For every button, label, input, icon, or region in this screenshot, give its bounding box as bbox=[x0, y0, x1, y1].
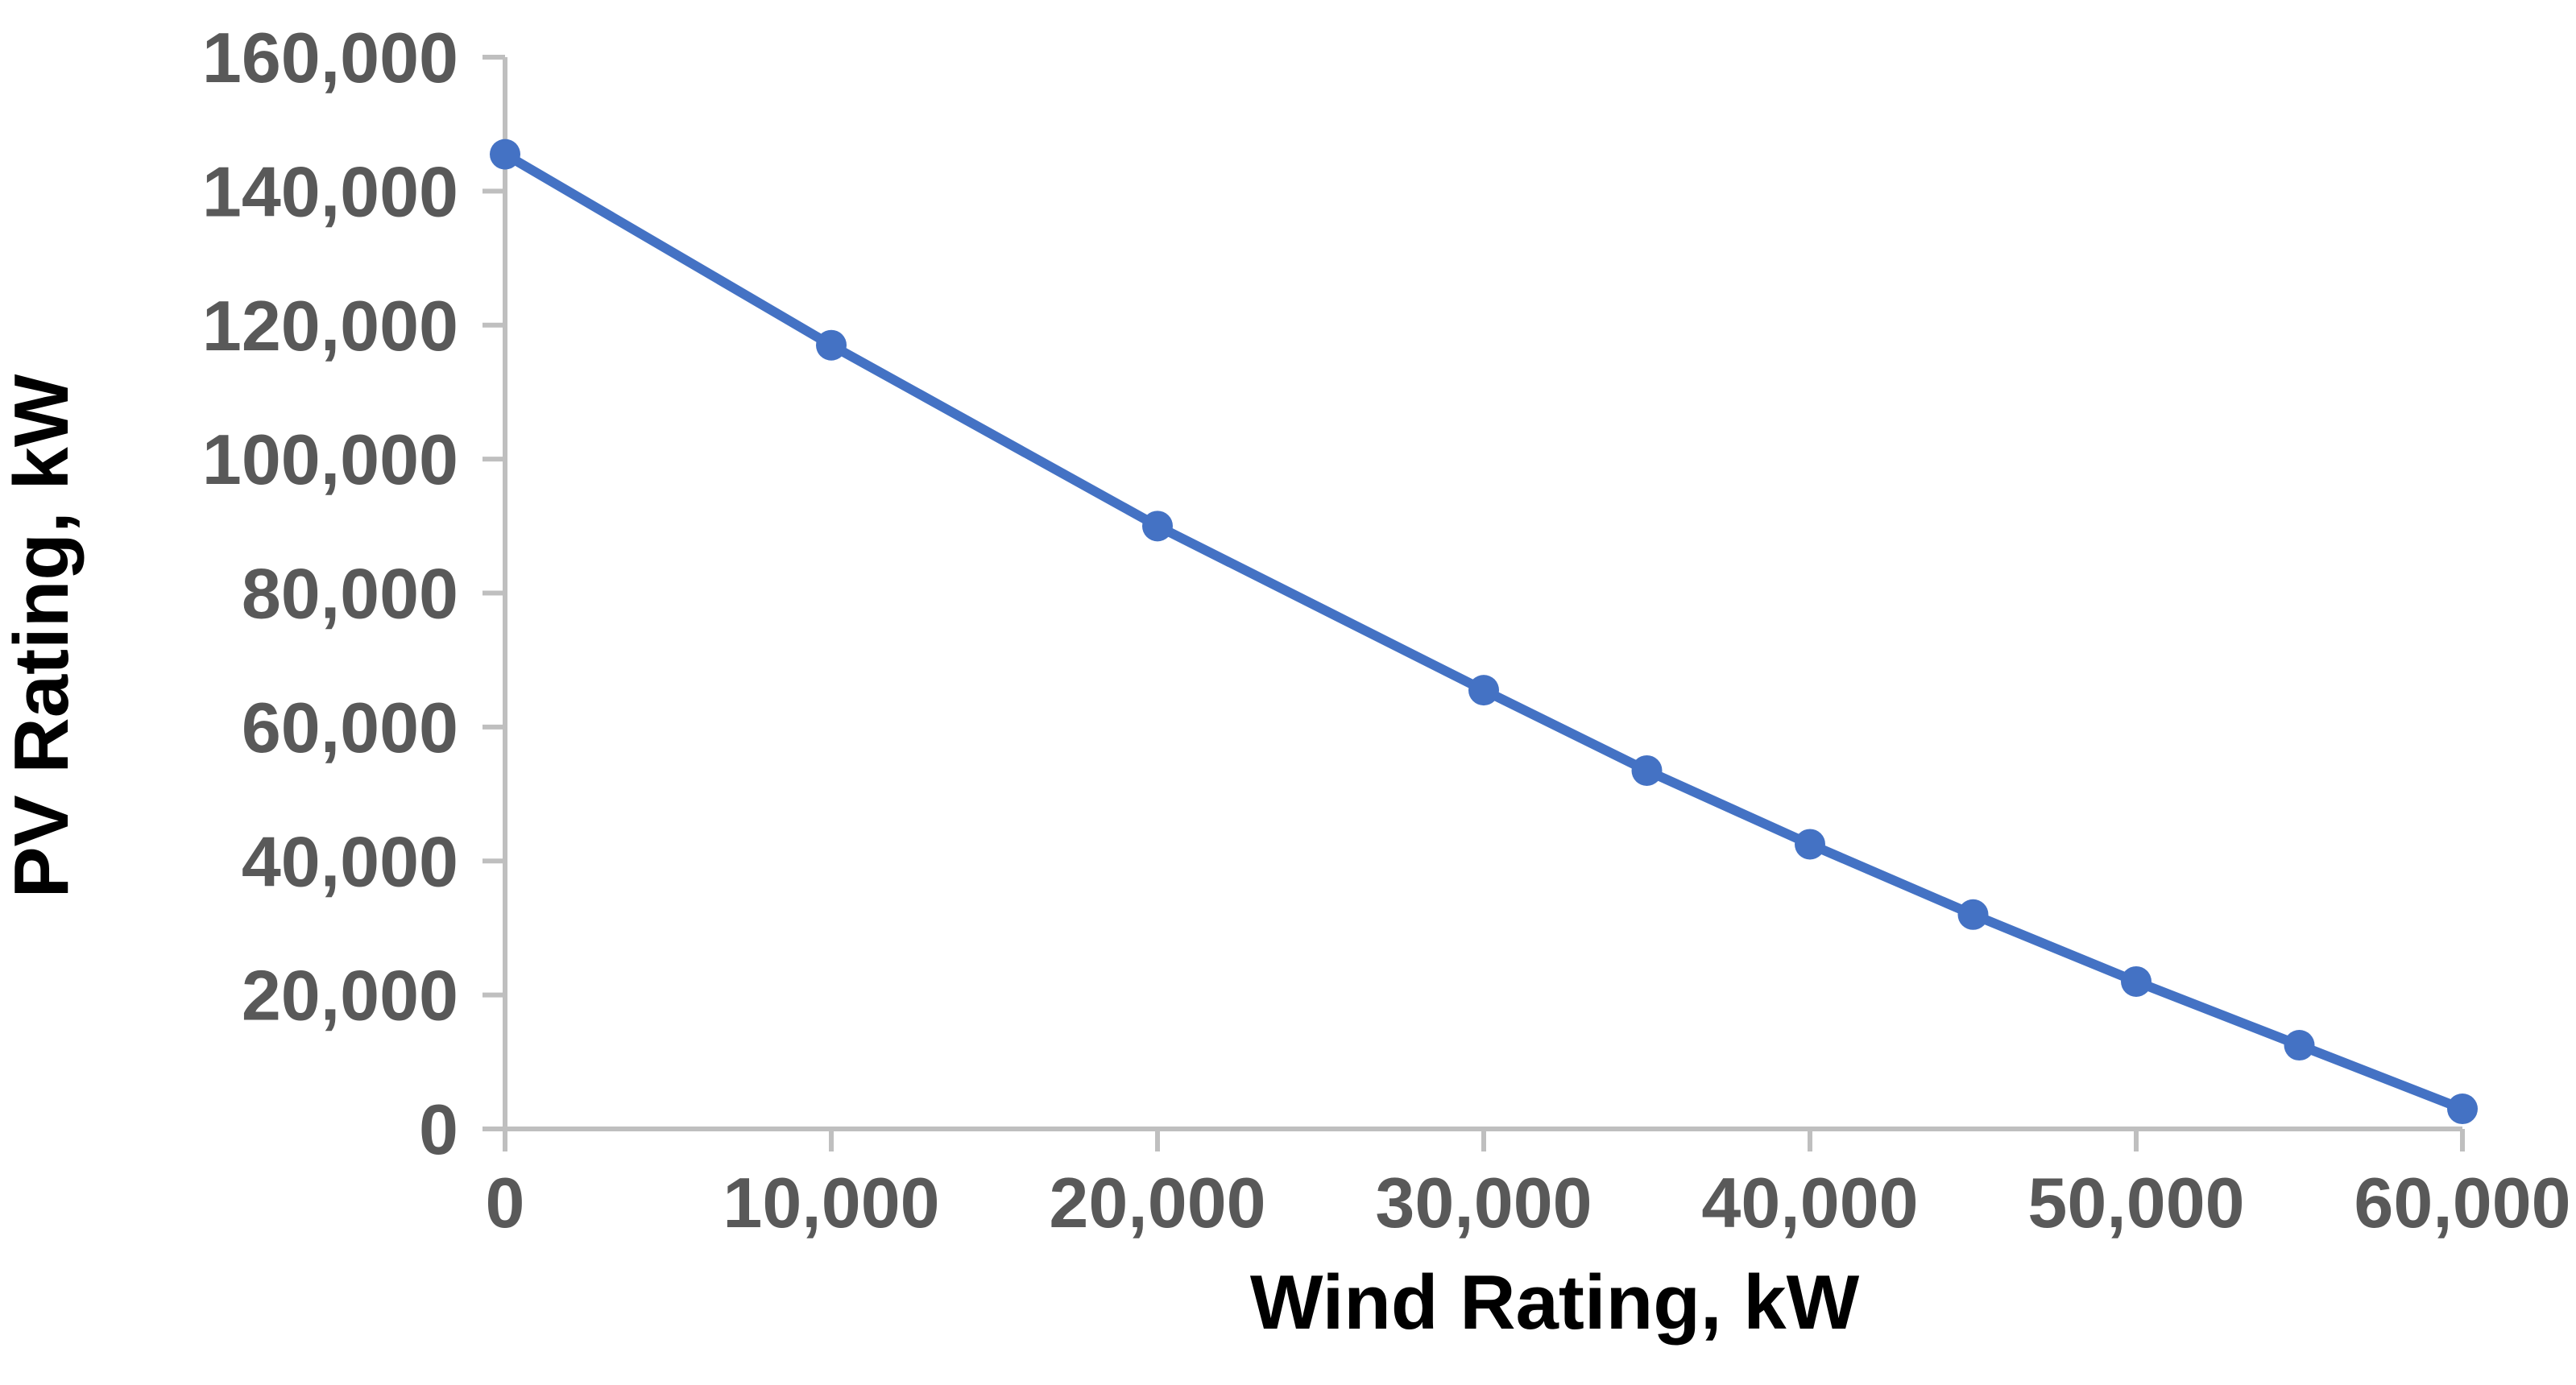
y-tick-label: 120,000 bbox=[202, 286, 458, 366]
x-tick-label: 0 bbox=[486, 1163, 525, 1242]
data-point-marker bbox=[490, 138, 520, 170]
x-tick-label: 10,000 bbox=[723, 1163, 939, 1242]
data-point-marker bbox=[1142, 511, 1173, 542]
x-tick-label: 30,000 bbox=[1375, 1163, 1592, 1242]
y-tick-label: 40,000 bbox=[242, 821, 458, 901]
data-point-marker bbox=[1631, 755, 1663, 786]
y-axis-title: PV Rating, kW bbox=[0, 374, 85, 898]
axes bbox=[503, 57, 2462, 1131]
data-point-marker bbox=[2284, 1030, 2315, 1061]
y-tick-label: 20,000 bbox=[242, 956, 458, 1036]
x-tick-label: 60,000 bbox=[2354, 1163, 2570, 1242]
data-point-marker bbox=[2447, 1094, 2478, 1125]
axis-titles: PV Rating, kW Wind Rating, kW bbox=[0, 374, 1860, 1346]
y-tick-label: 60,000 bbox=[242, 688, 458, 767]
series-line bbox=[500, 149, 2467, 1114]
y-tick-label: 160,000 bbox=[202, 18, 458, 97]
x-tick-label: 50,000 bbox=[2027, 1163, 2244, 1242]
data-point-marker bbox=[1957, 899, 1989, 930]
x-axis-title: Wind Rating, kW bbox=[1250, 1259, 1860, 1346]
y-tick-label: 80,000 bbox=[242, 554, 458, 634]
data-point-marker bbox=[1795, 829, 1825, 860]
data-point-marker bbox=[2121, 965, 2151, 997]
data-point-marker bbox=[816, 329, 847, 361]
axis-ticks bbox=[482, 55, 2465, 1151]
axis-tick-labels: 0 20,000 40,000 60,000 80,000 100,000 120,000 1… bbox=[202, 18, 2571, 1242]
y-tick-label: 100,000 bbox=[202, 420, 458, 499]
y-tick-label: 140,000 bbox=[202, 151, 458, 231]
x-tick-label: 40,000 bbox=[1701, 1163, 1918, 1242]
x-tick-label: 20,000 bbox=[1049, 1163, 1265, 1242]
data-series bbox=[490, 138, 2478, 1125]
data-point-marker bbox=[1468, 675, 1499, 706]
y-tick-label: 0 bbox=[419, 1089, 458, 1169]
